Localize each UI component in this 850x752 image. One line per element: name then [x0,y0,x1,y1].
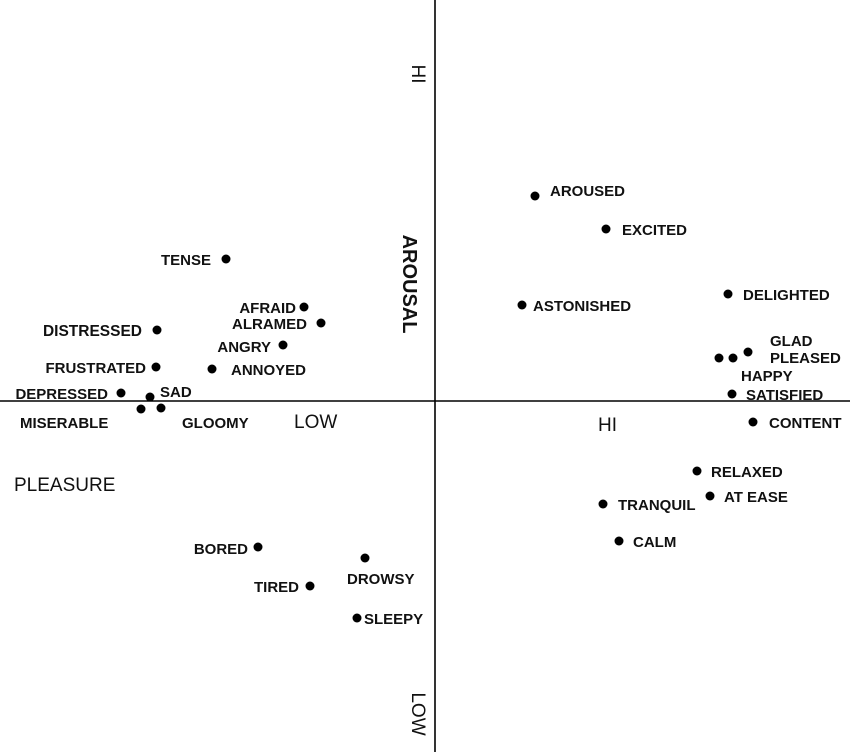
point-afraid [299,302,309,312]
pleasure-hi-label: HI [598,415,617,436]
point-excited [601,224,611,234]
point-satisfied [727,389,737,399]
point-annoyed [207,364,217,374]
label-calm: CALM [633,534,676,551]
pleasure-low-label: LOW [294,412,337,433]
point-frustrated [151,362,161,372]
point-glad [743,347,753,357]
point-miserable [136,404,146,414]
label-sleepy: SLEEPY [364,611,423,628]
point-tired [305,581,315,591]
label-miserable: MISERABLE [20,415,108,432]
point-tranquil [598,499,608,509]
label-bored: BORED [194,541,248,558]
label-afraid: AFRAID [239,300,296,317]
emotion-labels: AROUSED EXCITED DELIGHTED ASTONISHED GLA… [15,183,841,628]
point-distressed [152,325,162,335]
label-gloomy: GLOOMY [182,415,249,432]
label-tense: TENSE [161,252,211,269]
arousal-axis-label: AROUSAL [398,235,420,334]
label-tranquil: TRANQUIL [618,497,696,514]
emotion-points [116,191,758,623]
label-relaxed: RELAXED [711,464,783,481]
label-astonished: ASTONISHED [533,298,631,315]
point-astonished [517,300,527,310]
label-at-ease: AT EASE [724,489,788,506]
label-alarmed: ALRAMED [232,316,307,333]
label-aroused: AROUSED [550,183,625,200]
label-distressed: DISTRESSED [43,323,142,340]
label-happy: HAPPY [741,368,793,385]
arousal-hi-label: HI [407,65,428,84]
point-content [748,417,758,427]
label-sad: SAD [160,384,192,401]
point-sad [145,392,155,402]
label-drowsy: DROWSY [347,571,415,588]
point-tense [221,254,231,264]
point-depressed [116,388,126,398]
label-excited: EXCITED [622,222,687,239]
point-angry [278,340,288,350]
point-alarmed [316,318,326,328]
label-glad: GLAD [770,333,813,350]
point-bored [253,542,263,552]
point-at-ease [705,491,715,501]
label-satisfied: SATISFIED [746,387,823,404]
point-sleepy [352,613,362,623]
label-depressed: DEPRESSED [15,386,108,403]
label-delighted: DELIGHTED [743,287,830,304]
label-content: CONTENT [769,415,842,432]
point-happy [714,353,724,363]
point-aroused [530,191,540,201]
point-gloomy [156,403,166,413]
label-frustrated: FRUSTRATED [45,360,146,377]
point-pleased [728,353,738,363]
point-calm [614,536,624,546]
point-relaxed [692,466,702,476]
label-pleased: PLEASED [770,350,841,367]
label-angry: ANGRY [217,339,271,356]
point-drowsy [360,553,370,563]
label-tired: TIRED [254,579,299,596]
pleasure-axis-label: PLEASURE [14,475,115,496]
arousal-low-label: LOW [407,692,428,735]
point-delighted [723,289,733,299]
label-annoyed: ANNOYED [231,362,306,379]
